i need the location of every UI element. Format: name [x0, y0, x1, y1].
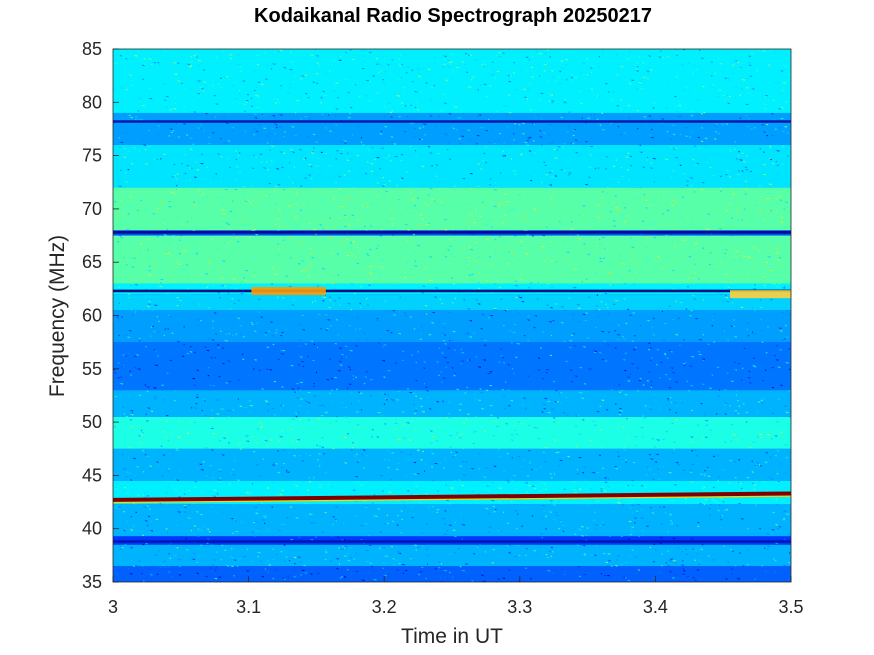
y-tick-label: 75 [82, 146, 102, 166]
frequency-band [113, 566, 791, 582]
frequency-band [113, 283, 791, 295]
x-tick-label: 3 [108, 597, 118, 617]
x-axis-label: Time in UT [401, 625, 503, 648]
interference-edge [113, 495, 791, 504]
y-tick-label: 65 [82, 252, 102, 272]
radio-burst [251, 286, 326, 295]
y-tick-label: 55 [82, 359, 102, 379]
x-tick-label: 3.5 [778, 597, 803, 617]
frequency-band [113, 112, 791, 145]
x-axis-ticks: 3 3.1 3.2 3.3 3.4 3.5 [108, 576, 804, 617]
frequency-band [113, 49, 791, 113]
frequency-band [113, 416, 791, 449]
x-tick-label: 3.2 [372, 597, 397, 617]
y-tick-label: 85 [82, 39, 102, 59]
x-tick-label: 3.3 [507, 597, 532, 617]
frequency-band [113, 448, 791, 481]
y-tick-label: 80 [82, 92, 102, 112]
y-tick-label: 50 [82, 412, 102, 432]
y-tick-label: 70 [82, 199, 102, 219]
radio-burst [729, 290, 791, 299]
y-tick-label: 60 [82, 306, 102, 326]
plot-area [113, 49, 791, 582]
noise-speckle-layer [115, 190, 782, 285]
spectral-lines [113, 120, 791, 543]
y-tick-label: 40 [82, 519, 102, 539]
frequency-band [113, 187, 791, 231]
frequency-band [113, 342, 791, 391]
interference-line [113, 491, 791, 502]
frequency-band [113, 504, 791, 537]
radio-bursts [251, 286, 791, 299]
noise-speckle [113, 49, 791, 582]
y-axis-ticks: 35 40 45 50 55 60 65 70 75 80 85 [82, 39, 119, 592]
y-axis-label: Frequency (MHz) [46, 235, 69, 397]
frequency-band [113, 544, 791, 567]
plot-frame [112, 48, 792, 583]
frequency-band [113, 294, 791, 311]
frequency-band [113, 144, 791, 188]
y-tick-label: 35 [82, 572, 102, 592]
frequency-band [113, 310, 791, 343]
chart-title: Kodaikanal Radio Spectrograph 20250217 [254, 5, 652, 27]
x-tick-label: 3.4 [643, 597, 668, 617]
frequency-band [113, 390, 791, 417]
y-tick-label: 45 [82, 465, 102, 485]
x-tick-label: 3.1 [236, 597, 261, 617]
frequency-band [113, 235, 791, 284]
